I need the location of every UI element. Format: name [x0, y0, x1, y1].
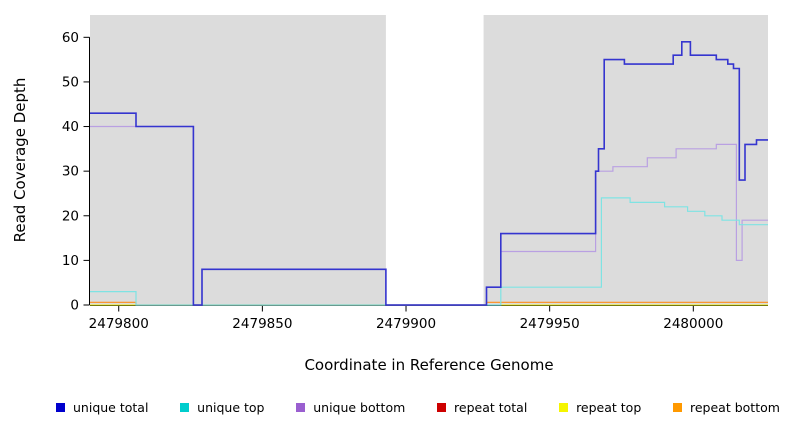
y-tick-label: 30: [62, 164, 79, 180]
plot-background-region: [90, 15, 386, 305]
legend-label: unique top: [197, 400, 265, 415]
legend-label: unique bottom: [313, 400, 406, 415]
legend-item-repeat-bottom: repeat bottom: [673, 400, 780, 415]
series-unique-top: [90, 197, 768, 306]
legend-label: unique total: [73, 400, 149, 415]
legend-label: repeat top: [576, 400, 642, 415]
legend-swatch-unique-total: [56, 403, 65, 412]
legend-item-repeat-total: repeat total: [437, 400, 527, 415]
legend-swatch-repeat-total: [437, 403, 447, 412]
y-tick-label: 60: [62, 30, 79, 46]
x-tick-label: 2479900: [376, 316, 436, 332]
series-unique-total: [90, 41, 768, 306]
legend-label: repeat bottom: [690, 400, 780, 415]
y-tick-label: 50: [62, 74, 79, 90]
legend: unique total unique top unique bottom repea…: [0, 400, 792, 415]
y-tick-label: 40: [62, 119, 79, 135]
y-axis-title: Read Coverage Depth: [11, 77, 29, 243]
legend-swatch-unique-bottom: [296, 403, 306, 412]
legend-label: repeat total: [454, 400, 528, 415]
legend-swatch-repeat-bottom: [673, 403, 682, 412]
legend-item-unique-bottom: unique bottom: [296, 400, 405, 415]
y-tick-label: 20: [62, 208, 79, 224]
legend-swatch-repeat-top: [559, 403, 569, 412]
legend-swatch-unique-top: [180, 403, 190, 412]
x-tick-label: 2479850: [232, 316, 292, 332]
y-tick-label: 0: [70, 298, 79, 314]
y-tick-label: 10: [62, 253, 79, 269]
plot-background-region: [483, 15, 768, 305]
x-tick-label: 2479800: [89, 316, 149, 332]
legend-item-unique-total: unique total: [56, 400, 148, 415]
legend-item-repeat-top: repeat top: [559, 400, 641, 415]
x-tick-label: 2480000: [663, 316, 723, 332]
x-axis-title: Coordinate in Reference Genome: [304, 356, 554, 374]
x-tick-label: 2479950: [520, 316, 580, 332]
legend-item-unique-top: unique top: [180, 400, 264, 415]
